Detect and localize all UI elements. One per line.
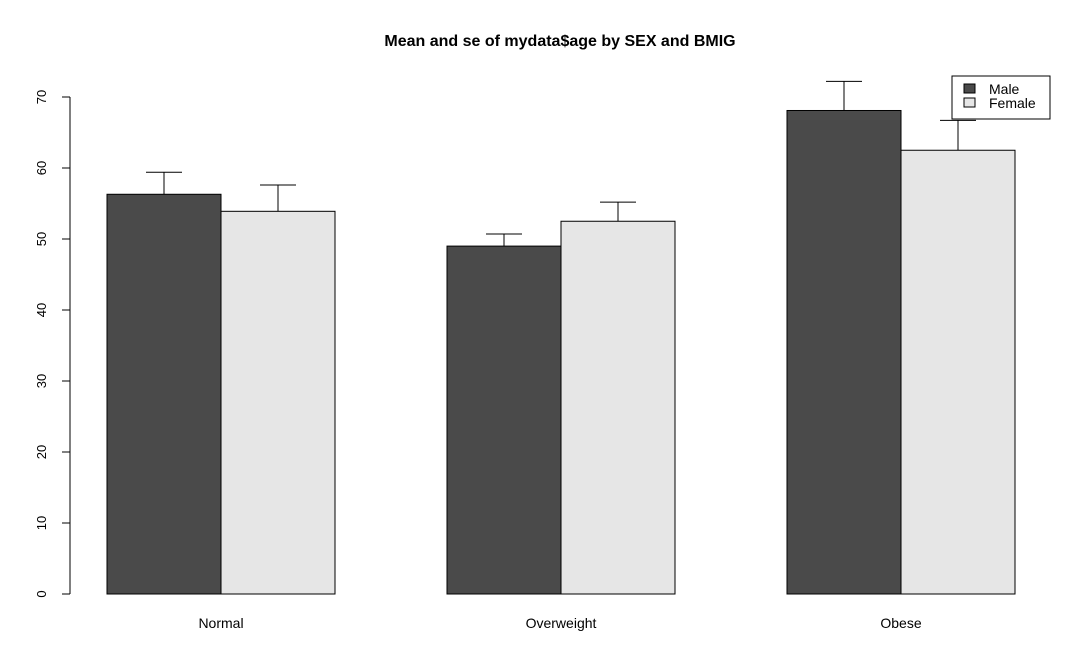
x-axis-labels: Normal Overweight Obese <box>198 615 921 631</box>
y-tick-label: 60 <box>34 161 49 175</box>
y-tick-label: 10 <box>34 516 49 530</box>
bar-female-obese <box>900 149 1016 595</box>
y-tick-label: 30 <box>34 374 49 388</box>
y-tick-label: 0 <box>34 590 49 597</box>
bar-female-overweight <box>560 220 676 595</box>
bar-male-overweight <box>446 245 562 595</box>
y-axis: 0 10 20 30 40 50 60 70 <box>34 90 71 598</box>
x-category-label: Normal <box>198 615 243 631</box>
y-tick-label: 70 <box>34 90 49 104</box>
y-tick-label: 50 <box>34 232 49 246</box>
bar-female-normal <box>220 210 336 595</box>
x-category-label: Obese <box>880 615 921 631</box>
y-tick-label: 40 <box>34 303 49 317</box>
x-category-label: Overweight <box>526 615 597 631</box>
legend-label-female: Female <box>989 95 1036 111</box>
chart-title: Mean and se of mydata$age by SEX and BMI… <box>384 33 735 50</box>
error-bars-group <box>146 80 976 247</box>
y-tick-label: 20 <box>34 445 49 459</box>
legend-swatch-male <box>963 83 976 94</box>
bar-male-normal <box>106 193 222 595</box>
legend-label-male: Male <box>989 81 1020 97</box>
bars-group <box>106 109 1016 595</box>
bar-male-obese <box>786 109 902 595</box>
legend-swatch-female <box>963 97 976 108</box>
